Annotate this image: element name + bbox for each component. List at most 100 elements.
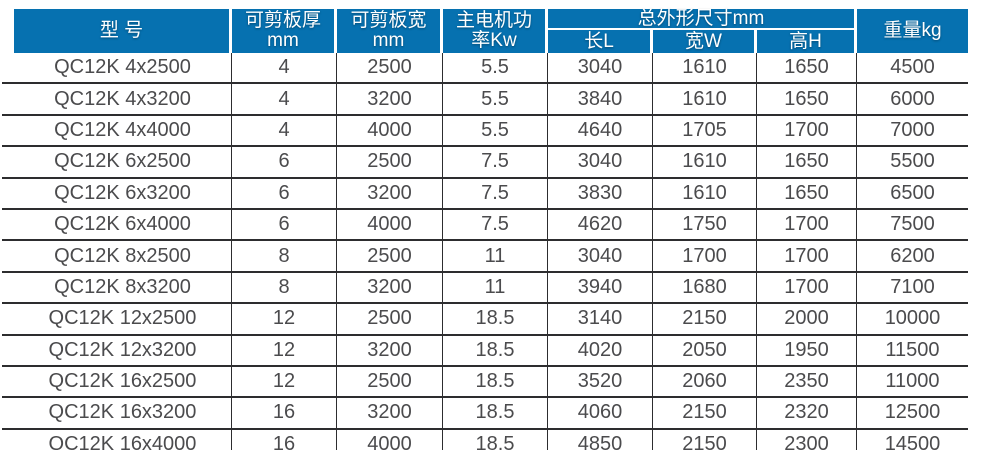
cell-height: 2320 <box>757 398 857 428</box>
table-row: QC12K 6x4000 6 4000 7.5 4620 1750 1700 7… <box>2 209 968 242</box>
header-dimensions-group: 总外形尺寸mm <box>548 7 857 30</box>
cell-weight: 6200 <box>890 244 935 267</box>
header-width: 宽W <box>653 30 757 53</box>
cell-width: 2060 <box>653 366 757 397</box>
header-weight: 重量kg <box>857 9 968 53</box>
cell-width: 2050 <box>653 335 757 365</box>
cell-power: 5.5 <box>443 115 548 146</box>
cell-height: 2300 <box>757 429 857 450</box>
cell-length: 3940 <box>548 272 653 303</box>
header-model-label: 型 号 <box>99 20 144 41</box>
header-plate-width-line1: 可剪板宽 <box>350 10 427 31</box>
cell-thickness: 6 <box>232 209 337 240</box>
header-power-line1: 主电机功 <box>455 10 532 31</box>
cell-weight: 11500 <box>885 338 940 361</box>
table-row: QC12K 16x2500 12 2500 18.5 3520 2060 235… <box>2 366 968 399</box>
table-row: QC12K 12x2500 12 2500 18.5 3140 2150 200… <box>2 304 968 336</box>
cell-power: 7.5 <box>443 209 548 240</box>
table-row: QC12K 16x4000 16 4000 18.5 4850 2150 230… <box>2 429 968 450</box>
cell-length: 3040 <box>548 147 653 177</box>
table-row: QC12K 6x2500 6 2500 7.5 3040 1610 1650 5… <box>2 147 968 179</box>
header-weight-label: 重量kg <box>883 20 942 41</box>
cell-height: 1650 <box>757 178 857 208</box>
cell-power: 18.5 <box>443 429 548 450</box>
cell-thickness: 8 <box>232 272 337 303</box>
cell-length: 3830 <box>548 178 653 208</box>
table-row: QC12K 8x2500 8 2500 11 3040 1700 1700 62… <box>2 241 968 273</box>
cell-model: QC12K 12x2500 <box>14 304 232 334</box>
cell-thickness: 12 <box>232 335 337 365</box>
cell-width: 1610 <box>653 84 757 114</box>
cell-weight: 7100 <box>890 275 935 298</box>
cell-height: 1700 <box>757 115 857 146</box>
header-width-label: 宽W <box>685 30 722 52</box>
cell-plate-width: 4000 <box>337 209 443 240</box>
cell-height: 1650 <box>757 53 857 83</box>
cell-width: 2150 <box>653 429 757 450</box>
cell-width: 2150 <box>653 304 757 334</box>
cell-model: QC12K 16x4000 <box>14 429 232 450</box>
cell-plate-width: 4000 <box>337 429 443 450</box>
cell-weight: 12500 <box>884 401 941 424</box>
cell-thickness: 4 <box>232 53 337 83</box>
cell-thickness: 12 <box>232 366 337 397</box>
cell-length: 3140 <box>548 304 653 334</box>
header-power-line2: 率Kw <box>471 30 517 51</box>
table-row: QC12K 6x3200 6 3200 7.5 3830 1610 1650 6… <box>2 178 968 210</box>
cell-power: 5.5 <box>443 84 548 114</box>
cell-power: 11 <box>443 272 548 303</box>
cell-model: QC12K 12x3200 <box>14 335 232 365</box>
cell-weight: 6500 <box>890 181 935 204</box>
cell-height: 2000 <box>757 304 857 334</box>
header-model: 型 号 <box>14 9 232 53</box>
cell-power: 5.5 <box>443 53 548 83</box>
cell-thickness: 8 <box>232 241 337 271</box>
cell-width: 1700 <box>653 241 757 271</box>
table-row: QC12K 12x3200 12 3200 18.5 4020 2050 195… <box>2 335 968 367</box>
cell-weight: 10000 <box>884 307 941 330</box>
header-thickness-line2: mm <box>267 30 299 51</box>
cell-plate-width: 2500 <box>337 366 443 397</box>
cell-power: 18.5 <box>443 335 548 365</box>
cell-height: 1950 <box>757 335 857 365</box>
cell-width: 1610 <box>653 178 757 208</box>
cell-model: QC12K 16x2500 <box>14 366 232 397</box>
cell-power: 7.5 <box>443 178 548 208</box>
cell-width: 1610 <box>653 53 757 83</box>
cell-model: QC12K 8x2500 <box>14 241 232 271</box>
table-row: QC12K 4x2500 4 2500 5.5 3040 1610 1650 4… <box>2 53 968 85</box>
table-header: 型 号 可剪板厚 mm 可剪板宽 mm 主电机功 率Kw 总外形尺寸mm 长L … <box>14 7 968 53</box>
cell-width: 1750 <box>653 209 757 240</box>
header-length: 长L <box>548 30 653 53</box>
cell-thickness: 4 <box>232 115 337 146</box>
header-height: 高H <box>757 30 857 53</box>
cell-height: 1650 <box>757 147 857 177</box>
cell-length: 4060 <box>548 398 653 428</box>
cell-model: QC12K 8x3200 <box>14 272 232 303</box>
cell-length: 4850 <box>548 429 653 450</box>
header-power: 主电机功 率Kw <box>443 9 548 53</box>
cell-power: 18.5 <box>443 366 548 397</box>
cell-thickness: 16 <box>232 398 337 428</box>
cell-weight: 14500 <box>884 432 941 450</box>
spec-table: 型 号 可剪板厚 mm 可剪板宽 mm 主电机功 率Kw 总外形尺寸mm 长L … <box>2 7 968 450</box>
cell-model: QC12K 6x2500 <box>14 147 232 177</box>
cell-model: QC12K 16x3200 <box>14 398 232 428</box>
cell-plate-width: 3200 <box>337 272 443 303</box>
header-plate-width: 可剪板宽 mm <box>337 9 443 53</box>
cell-length: 3040 <box>548 241 653 271</box>
cell-weight: 7500 <box>890 213 935 236</box>
header-dimensions-label: 总外形尺寸mm <box>637 7 765 29</box>
cell-thickness: 6 <box>232 178 337 208</box>
cell-weight: 5500 <box>890 150 935 173</box>
header-length-label: 长L <box>584 30 614 52</box>
header-thickness: 可剪板厚 mm <box>232 9 337 53</box>
cell-plate-width: 2500 <box>337 304 443 334</box>
cell-thickness: 16 <box>232 429 337 450</box>
cell-length: 4020 <box>548 335 653 365</box>
cell-model: QC12K 4x4000 <box>14 115 232 146</box>
cell-width: 1705 <box>653 115 757 146</box>
header-thickness-line1: 可剪板厚 <box>244 10 321 31</box>
cell-thickness: 4 <box>232 84 337 114</box>
cell-length: 3040 <box>548 53 653 83</box>
